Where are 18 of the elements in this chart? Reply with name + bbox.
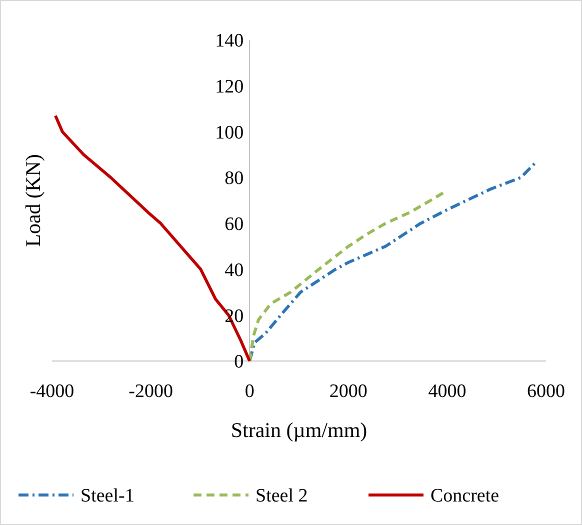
x-axis-title: Strain (µm/mm) [230, 418, 368, 442]
y-tick-label: 0 [234, 352, 244, 373]
legend-label: Steel-1 [80, 486, 134, 507]
x-tick-label: 6000 [527, 381, 565, 402]
legend-label: Concrete [430, 486, 500, 507]
y-axis-title: Load (KN) [21, 154, 45, 247]
y-tick-label: 60 [224, 214, 244, 236]
y-tick-label: 40 [224, 260, 244, 281]
y-tick-label: 140 [215, 30, 244, 52]
y-tick-label: 120 [215, 76, 244, 98]
x-tick-label: -4000 [30, 381, 74, 402]
x-tick-label: 2000 [329, 381, 368, 402]
line-series [248, 160, 538, 362]
x-tick-label: -2000 [128, 381, 173, 402]
y-tick-label: 80 [224, 168, 244, 190]
y-tick-label: 100 [215, 122, 244, 144]
legend-label: Steel 2 [256, 486, 308, 507]
x-tick-label: 4000 [428, 381, 466, 402]
